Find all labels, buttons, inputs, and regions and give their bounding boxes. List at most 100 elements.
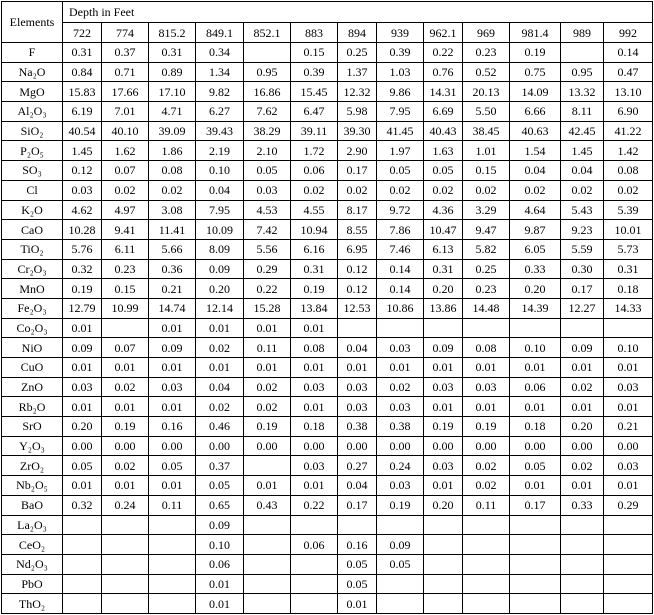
value-cell bbox=[376, 514, 424, 536]
header-row-depths: 722 774 815.2 849.1 852.1 883 894 939 962.1 969 98… bbox=[2, 22, 653, 43]
table-row: TiO₂ 5.76 6.11 5.66 8.09 5.56 6.16 6.95 7.46 6.13… bbox=[1, 238, 653, 260]
value-cell: 0.02 bbox=[560, 376, 604, 398]
value-cell: 0.31 bbox=[290, 258, 338, 280]
value-cell: 1.63 bbox=[423, 140, 463, 162]
value-cell: 0.01 bbox=[603, 475, 653, 496]
value-cell: 0.22 bbox=[423, 42, 463, 63]
value-cell: 9.23 bbox=[560, 219, 604, 240]
value-cell: 10.01 bbox=[603, 219, 653, 240]
value-cell: 15.83 bbox=[62, 81, 102, 103]
value-cell bbox=[376, 593, 424, 614]
value-cell: 39.30 bbox=[337, 120, 377, 142]
value-cell: 9.86 bbox=[376, 81, 424, 103]
value-cell bbox=[62, 534, 102, 555]
table-row: MgO 15.83 17.66 17.10 9.82 16.86 15.45 12.32 9.8… bbox=[1, 81, 653, 103]
value-cell: 1.45 bbox=[560, 140, 604, 162]
value-cell: 0.00 bbox=[62, 435, 102, 457]
element-name-cell: SO₃ bbox=[1, 160, 63, 181]
value-cell: 0.03 bbox=[243, 179, 291, 201]
value-cell: 14.48 bbox=[462, 297, 510, 319]
element-name-cell: MgO bbox=[1, 81, 63, 103]
value-cell: 0.20 bbox=[509, 278, 561, 299]
table-row: Nb₂O₅ 0.01 0.01 0.01 0.05 0.01 0.01 0.04 0.03 0.0… bbox=[1, 475, 653, 496]
value-cell: 10.99 bbox=[101, 297, 149, 319]
value-cell: 0.05 bbox=[376, 160, 424, 181]
depth-column-header: 939 bbox=[376, 22, 424, 43]
depth-header: Depth in Feet bbox=[62, 0, 653, 24]
value-cell: 0.11 bbox=[148, 494, 196, 516]
value-cell: 39.43 bbox=[195, 120, 244, 142]
value-cell: 0.19 bbox=[243, 416, 291, 437]
depth-column-header: 981.4 bbox=[509, 22, 561, 43]
value-cell: 0.00 bbox=[509, 435, 561, 457]
value-cell bbox=[560, 42, 604, 63]
value-cell: 6.11 bbox=[101, 238, 149, 260]
value-cell: 0.19 bbox=[376, 494, 424, 516]
value-cell: 0.01 bbox=[62, 357, 102, 378]
element-name-cell: Nd₂O₃ bbox=[1, 553, 63, 575]
depth-column-header: 969 bbox=[462, 22, 510, 43]
element-name-cell: CeO₂ bbox=[1, 534, 63, 555]
value-cell: 0.37 bbox=[101, 42, 149, 63]
value-cell: 0.01 bbox=[337, 357, 377, 378]
value-cell: 0.07 bbox=[101, 337, 149, 358]
value-cell: 39.11 bbox=[290, 120, 338, 142]
value-cell: 0.38 bbox=[337, 416, 377, 437]
value-cell: 0.18 bbox=[290, 416, 338, 437]
value-cell bbox=[243, 42, 291, 63]
value-cell: 9.82 bbox=[195, 81, 244, 103]
table-body: F 0.31 0.37 0.31 0.34 0.15 0.25 0.39 0.22 0.23 0.1… bbox=[1, 42, 653, 614]
depth-column-header: 852.1 bbox=[243, 22, 291, 43]
value-cell: 0.02 bbox=[243, 376, 291, 398]
element-name-cell: Al₂O₃ bbox=[1, 101, 63, 122]
value-cell: 0.76 bbox=[423, 61, 463, 83]
value-cell bbox=[603, 514, 653, 536]
value-cell: 0.46 bbox=[195, 416, 244, 437]
value-cell: 0.34 bbox=[195, 42, 244, 63]
value-cell: 0.31 bbox=[148, 42, 196, 63]
value-cell: 0.00 bbox=[462, 435, 510, 457]
table-row: Al₂O₃ 6.19 7.01 4.71 6.27 7.62 6.47 5.98 7.95 6.6… bbox=[1, 101, 653, 122]
value-cell: 0.15 bbox=[290, 42, 338, 63]
value-cell bbox=[290, 514, 338, 536]
table-row: CeO₂ 0.10 0.06 0.16 0.09 bbox=[1, 534, 653, 555]
value-cell: 0.16 bbox=[148, 416, 196, 437]
element-name-cell: Fe₂O₃ bbox=[1, 297, 63, 319]
value-cell: 14.39 bbox=[509, 297, 561, 319]
value-cell: 5.56 bbox=[243, 238, 291, 260]
value-cell: 0.05 bbox=[337, 553, 377, 575]
value-cell: 1.03 bbox=[376, 61, 424, 83]
value-cell: 0.09 bbox=[195, 258, 244, 280]
value-cell: 12.53 bbox=[337, 297, 377, 319]
element-name-cell: SrO bbox=[1, 416, 63, 437]
value-cell: 10.94 bbox=[290, 219, 338, 240]
value-cell bbox=[423, 514, 463, 536]
value-cell: 0.02 bbox=[376, 179, 424, 201]
value-cell: 14.31 bbox=[423, 81, 463, 103]
element-name-cell: CuO bbox=[1, 357, 63, 378]
value-cell: 0.02 bbox=[290, 179, 338, 201]
element-name-cell: Cl bbox=[1, 179, 63, 201]
value-cell: 3.08 bbox=[148, 199, 196, 221]
table-row: F 0.31 0.37 0.31 0.34 0.15 0.25 0.39 0.22 0.23 0.1… bbox=[1, 42, 653, 63]
value-cell: 0.09 bbox=[148, 337, 196, 358]
element-name-cell: ZnO bbox=[1, 376, 63, 398]
value-cell: 0.37 bbox=[195, 455, 244, 477]
value-cell: 0.05 bbox=[423, 160, 463, 181]
value-cell: 0.20 bbox=[423, 278, 463, 299]
value-cell: 1.54 bbox=[509, 140, 561, 162]
value-cell bbox=[290, 593, 338, 614]
table-row: PbO 0.01 0.05 bbox=[1, 573, 653, 595]
value-cell bbox=[423, 573, 463, 595]
value-cell: 0.09 bbox=[560, 337, 604, 358]
value-cell: 0.05 bbox=[337, 573, 377, 595]
value-cell: 7.01 bbox=[101, 101, 149, 122]
value-cell: 0.18 bbox=[509, 416, 561, 437]
value-cell: 0.20 bbox=[62, 416, 102, 437]
value-cell: 7.86 bbox=[376, 219, 424, 240]
value-cell: 0.02 bbox=[560, 179, 604, 201]
value-cell: 6.69 bbox=[423, 101, 463, 122]
value-cell: 0.27 bbox=[337, 455, 377, 477]
value-cell bbox=[603, 593, 653, 614]
value-cell: 0.02 bbox=[243, 396, 291, 418]
